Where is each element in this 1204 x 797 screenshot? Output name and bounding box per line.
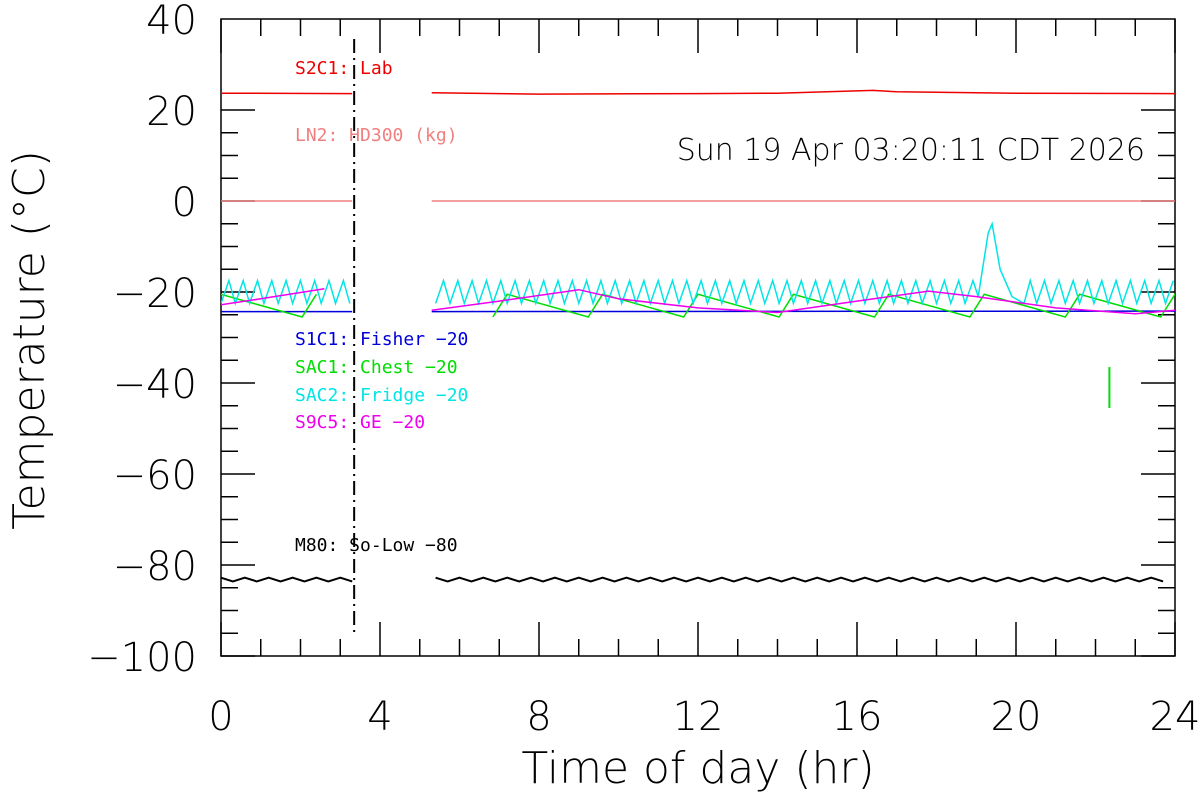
y-tick-label: −100 bbox=[87, 635, 197, 681]
series-line-sac1 bbox=[221, 293, 318, 318]
series-line-s1c1 bbox=[431, 310, 1175, 313]
legend-sac1: SAC1: Chest −20 bbox=[295, 357, 458, 378]
y-tick-label: −40 bbox=[113, 362, 197, 408]
series-lines bbox=[221, 89, 1175, 583]
legend-s1c1: S1C1: Fisher −20 bbox=[295, 329, 468, 350]
y-tick-label: 0 bbox=[172, 180, 197, 226]
x-tick-label: 12 bbox=[673, 694, 724, 740]
legend-s2c1: S2C1: Lab bbox=[295, 58, 393, 79]
y-tick-label: 40 bbox=[146, 0, 197, 44]
legend-m80: M80: So-Low −80 bbox=[295, 535, 458, 556]
y-tick-label: −80 bbox=[113, 544, 197, 590]
y-tick-label: −20 bbox=[113, 271, 197, 317]
y-tick-label: 20 bbox=[146, 89, 197, 135]
series-line-s2c1 bbox=[431, 89, 1175, 95]
series-line-s9c5 bbox=[431, 288, 1175, 315]
y-axis-title: Temperature (°C) bbox=[4, 150, 55, 530]
axis-ticks bbox=[220, 19, 1176, 657]
series-line-m80 bbox=[221, 576, 353, 583]
legend-sac2: SAC2: Fridge −20 bbox=[295, 385, 468, 406]
x-tick-label: 24 bbox=[1150, 694, 1201, 740]
y-tick-labels: −100 −80 −60 −40 −20 0 20 40 bbox=[87, 0, 197, 681]
x-tick-labels: 0 4 8 12 16 20 24 bbox=[208, 694, 1200, 740]
series-line-sac2 bbox=[221, 278, 351, 306]
y-tick-label: −60 bbox=[113, 453, 197, 499]
series-line-sac2 bbox=[434, 221, 1175, 306]
legend-ln2: LN2: HD300 (kg) bbox=[295, 125, 458, 146]
timestamp-label: Sun 19 Apr 03:20:11 CDT 2026 bbox=[677, 133, 1145, 168]
series-line-m80 bbox=[435, 576, 1164, 583]
x-axis-title: Time of day (hr) bbox=[521, 743, 874, 794]
x-tick-label: 16 bbox=[832, 694, 883, 740]
x-tick-label: 4 bbox=[367, 694, 392, 740]
x-tick-label: 20 bbox=[991, 694, 1042, 740]
series-line-s9c5 bbox=[221, 288, 325, 306]
x-tick-label: 0 bbox=[208, 694, 233, 740]
x-tick-label: 8 bbox=[526, 694, 551, 740]
series-line-sac1 bbox=[492, 293, 1175, 318]
legend-s9c5: S9C5: GE −20 bbox=[295, 412, 425, 433]
